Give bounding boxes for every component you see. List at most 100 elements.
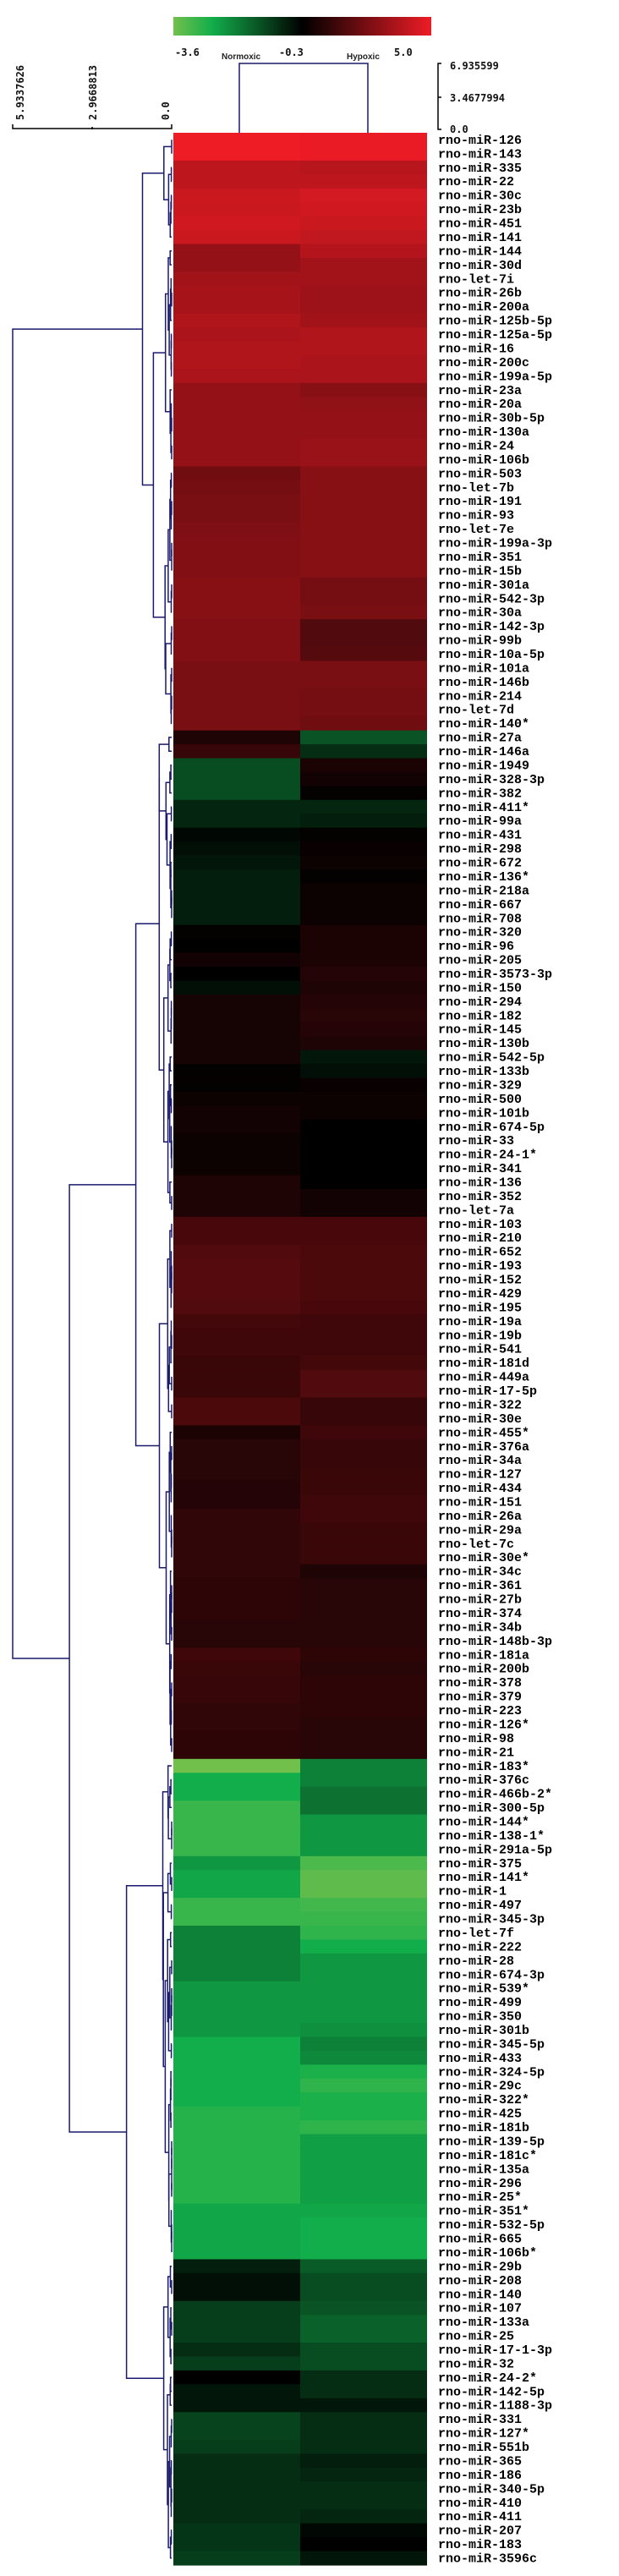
heatmap-cell-normoxic (173, 1786, 300, 1801)
heatmap-cell-normoxic (173, 1814, 300, 1829)
heatmap-cell-normoxic (173, 1077, 300, 1093)
row-label: rno-miR-130a (438, 425, 529, 440)
row-label: rno-miR-138-1* (438, 1829, 545, 1844)
heatmap-cell-hypoxic (300, 146, 427, 162)
row-label: rno-miR-10a-5p (438, 648, 545, 662)
heatmap-cell-hypoxic (300, 1703, 427, 1718)
heatmap-cell-hypoxic (300, 1300, 427, 1315)
heatmap-cell-normoxic (173, 1119, 300, 1134)
heatmap-cell-hypoxic (300, 2384, 427, 2399)
heatmap-cell-normoxic (173, 952, 300, 967)
dendrogram-branch (163, 145, 172, 200)
heatmap-cell-normoxic (173, 1536, 300, 1551)
row-label: rno-miR-30d (438, 259, 522, 273)
row-label: rno-let-7f (438, 1927, 514, 1941)
heatmap-cell-normoxic (173, 883, 300, 898)
col-scale-mid: 3.4677994 (450, 92, 505, 104)
heatmap-cell-normoxic (173, 1911, 300, 1927)
heatmap-cell-hypoxic (300, 1564, 427, 1579)
heatmap-cell-hypoxic (300, 1439, 427, 1454)
row-label: rno-miR-341 (438, 1162, 522, 1176)
heatmap-cell-hypoxic (300, 1064, 427, 1079)
heatmap-cell-hypoxic (300, 1008, 427, 1023)
heatmap-cell-normoxic (173, 1258, 300, 1274)
heatmap-cell-hypoxic (300, 2300, 427, 2316)
heatmap-cell-hypoxic (300, 952, 427, 967)
dendrogram-branch (170, 590, 173, 613)
row-label: rno-miR-532-5p (438, 2218, 545, 2233)
heatmap-cell-hypoxic (300, 1161, 427, 1176)
heatmap-cell-hypoxic (300, 911, 427, 926)
heatmap-cell-hypoxic (300, 2481, 427, 2497)
row-scale-zero: 0.0 (160, 101, 172, 120)
dendrogram-branch (170, 1515, 173, 1548)
row-label: rno-miR-181a (438, 1648, 529, 1663)
heatmap-cell-hypoxic (300, 1730, 427, 1746)
row-label: rno-miR-142-5p (438, 2385, 545, 2399)
row-label: rno-miR-183 (438, 2538, 522, 2552)
heatmap-cell-normoxic (173, 2370, 300, 2385)
row-label: rno-miR-19b (438, 1329, 522, 1343)
heatmap-cell-hypoxic (300, 1717, 427, 1732)
heatmap-cell-normoxic (173, 2495, 300, 2510)
heatmap-cell-hypoxic (300, 2467, 427, 2482)
heatmap-cell-hypoxic (300, 1842, 427, 1857)
heatmap-cell-normoxic (173, 1578, 300, 1593)
row-label: rno-miR-135a (438, 2162, 529, 2177)
heatmap-cell-hypoxic (300, 174, 427, 189)
row-label: rno-miR-214 (438, 689, 522, 704)
row-label: rno-miR-103 (438, 1218, 522, 1232)
heatmap-cell-normoxic (173, 896, 300, 912)
heatmap-cell-hypoxic (300, 1175, 427, 1190)
heatmap-cell-normoxic (173, 619, 300, 634)
heatmap-cell-hypoxic (300, 2398, 427, 2413)
heatmap-cell-hypoxic (300, 896, 427, 912)
row-label: rno-miR-127 (438, 1468, 522, 1483)
row-label: rno-miR-19a (438, 1315, 522, 1329)
dendrogram-branch (158, 777, 164, 1071)
heatmap-cell-normoxic (173, 1647, 300, 1663)
row-label: rno-miR-181c* (438, 2149, 537, 2163)
heatmap-cell-hypoxic (300, 133, 427, 148)
heatmap-cell-hypoxic (300, 702, 427, 717)
dendrogram-branch (170, 2349, 172, 2365)
row-label: rno-miR-223 (438, 1704, 522, 1718)
row-label: rno-miR-146a (438, 745, 529, 759)
heatmap-cell-normoxic (173, 2537, 300, 2552)
heatmap-cell-hypoxic (300, 1369, 427, 1384)
heatmap-cell-normoxic (173, 1995, 300, 2010)
row-label: rno-miR-27a (438, 732, 522, 746)
heatmap-cell-normoxic (173, 2343, 300, 2358)
row-label: rno-miR-106b (438, 453, 529, 468)
heatmap-cell-normoxic (173, 160, 300, 175)
heatmap-cell-hypoxic (300, 2551, 427, 2566)
row-label: rno-miR-320 (438, 926, 522, 940)
col-scale-top: 6.935599 (450, 60, 499, 72)
row-label: rno-miR-708 (438, 912, 522, 926)
row-label: rno-miR-431 (438, 829, 522, 843)
heatmap-cell-normoxic (173, 2162, 300, 2177)
heatmap-cell-hypoxic (300, 841, 427, 857)
heatmap-cell-normoxic (173, 1050, 300, 1065)
heatmap-cell-normoxic (173, 285, 300, 300)
row-label: rno-miR-142-3p (438, 620, 545, 634)
heatmap-cell-hypoxic (300, 1661, 427, 1676)
heatmap-cell-hypoxic (300, 716, 427, 732)
heatmap-cell-normoxic (173, 869, 300, 885)
row-label: rno-miR-551b (438, 2441, 529, 2455)
heatmap-cell-normoxic (173, 146, 300, 162)
heatmap-cell-hypoxic (300, 1133, 427, 1148)
heatmap-cell-hypoxic (300, 2370, 427, 2385)
heatmap-cell-normoxic (173, 577, 300, 592)
heatmap-cell-normoxic (173, 2120, 300, 2135)
heatmap-cell-normoxic (173, 1564, 300, 1579)
column-label-hypoxic: Hypoxic (347, 52, 380, 62)
dendrogram-branch (170, 1017, 173, 1044)
heatmap-cell-normoxic (173, 633, 300, 648)
heatmap-cell-hypoxic (300, 1258, 427, 1274)
row-label: rno-miR-199a-3p (438, 537, 552, 551)
row-label: rno-miR-15b (438, 564, 522, 578)
heatmap-cell-normoxic (173, 494, 300, 509)
row-label: rno-miR-30a (438, 606, 522, 621)
heatmap-cell-normoxic (173, 1147, 300, 1162)
